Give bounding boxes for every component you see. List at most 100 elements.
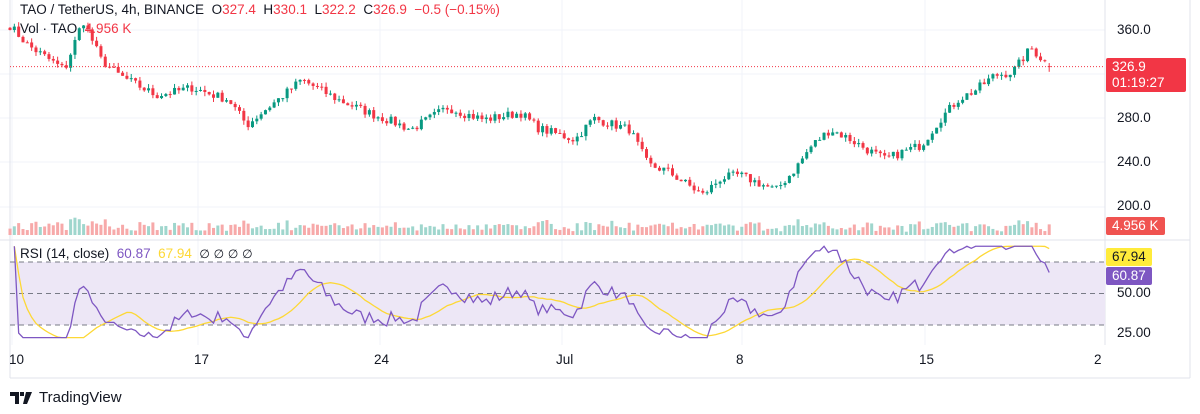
candle-body bbox=[969, 93, 973, 95]
volume-bar bbox=[389, 226, 393, 235]
volume-bar bbox=[567, 228, 571, 235]
volume-bar bbox=[151, 222, 155, 235]
volume-bar bbox=[792, 225, 796, 235]
volume-bar bbox=[199, 230, 203, 235]
volume-bar bbox=[60, 223, 64, 235]
candle-body bbox=[99, 46, 103, 57]
candle-body bbox=[60, 63, 64, 66]
volume-bar bbox=[597, 224, 601, 235]
candle-body bbox=[913, 143, 917, 148]
tradingview-logo[interactable]: TradingView bbox=[10, 389, 122, 406]
candle-body bbox=[865, 147, 869, 154]
volume-bar bbox=[831, 228, 835, 235]
price-tick: 280.0 bbox=[1117, 110, 1151, 125]
volume-bar bbox=[385, 225, 389, 235]
volume-bar bbox=[753, 223, 757, 235]
candle-body bbox=[250, 121, 254, 128]
candle-body bbox=[337, 99, 341, 101]
volume-bar bbox=[367, 227, 371, 235]
candle-body bbox=[173, 87, 177, 95]
candle-body bbox=[575, 136, 579, 142]
candle-body bbox=[649, 157, 653, 164]
candle-body bbox=[190, 85, 194, 92]
symbol-legend: TAO / TetherUS, 4h, BINANCE O327.4 H330.… bbox=[20, 2, 500, 17]
volume-bar bbox=[835, 229, 839, 235]
time-tick: 24 bbox=[374, 352, 390, 367]
volume-bar bbox=[415, 230, 419, 235]
volume-bar bbox=[82, 224, 86, 235]
volume-bar bbox=[69, 219, 73, 235]
candle-body bbox=[363, 105, 367, 115]
volume-bar bbox=[844, 229, 848, 235]
candle-body bbox=[502, 117, 506, 120]
candle-body bbox=[86, 25, 90, 30]
candle-body bbox=[489, 117, 493, 121]
candle-body bbox=[813, 140, 817, 147]
volume-bar bbox=[350, 224, 354, 235]
candle-body bbox=[761, 185, 765, 187]
candle-body bbox=[562, 133, 566, 139]
last-price: 326.9 bbox=[1112, 59, 1146, 74]
candle-body bbox=[225, 100, 228, 102]
brand-name: TradingView bbox=[39, 389, 122, 406]
candle-body bbox=[753, 180, 757, 183]
candle-body bbox=[887, 155, 891, 157]
volume-bar bbox=[207, 223, 211, 235]
volume-bar bbox=[428, 225, 432, 235]
volume-bar bbox=[939, 222, 943, 235]
volume-bar bbox=[562, 227, 566, 235]
rsi-ma-line bbox=[13, 245, 1050, 339]
volume-bar bbox=[731, 225, 735, 235]
candle-body bbox=[554, 128, 558, 133]
volume-bar bbox=[480, 229, 484, 235]
candle-body bbox=[402, 123, 406, 130]
candle-body bbox=[523, 113, 527, 118]
rsi-tick: 50.00 bbox=[1117, 285, 1151, 300]
candle-body bbox=[497, 114, 501, 120]
candle-body bbox=[870, 149, 874, 154]
volume-bar bbox=[653, 224, 657, 235]
volume-bar bbox=[225, 230, 228, 235]
candle-body bbox=[978, 82, 982, 91]
candle-body bbox=[8, 27, 12, 30]
volume-bar bbox=[103, 219, 107, 235]
volume-bar bbox=[64, 229, 68, 235]
volume-bar bbox=[220, 224, 224, 235]
volume-bar bbox=[34, 221, 38, 235]
volume-bar bbox=[649, 225, 653, 235]
candle-body bbox=[619, 125, 623, 129]
candle-body bbox=[770, 186, 774, 188]
candle-body bbox=[735, 171, 739, 175]
volume-bar bbox=[341, 228, 345, 235]
candle-body bbox=[1034, 48, 1038, 57]
volume-bar bbox=[25, 230, 29, 235]
volume-bar bbox=[493, 224, 497, 235]
candle-body bbox=[406, 128, 410, 130]
candle-body bbox=[281, 98, 285, 100]
volume-bar bbox=[450, 229, 454, 235]
candle-body bbox=[917, 143, 921, 150]
volume-bar bbox=[826, 225, 830, 235]
volume-bar bbox=[289, 230, 293, 235]
candle-body bbox=[237, 107, 241, 111]
volume-bar bbox=[887, 227, 891, 235]
volume-bar bbox=[1008, 225, 1012, 235]
candle-body bbox=[896, 151, 900, 159]
candle-body bbox=[636, 133, 640, 142]
volume-bar bbox=[8, 228, 12, 235]
candle-body bbox=[315, 85, 319, 87]
candle-body bbox=[731, 171, 735, 173]
volume-bar bbox=[878, 225, 882, 235]
volume-bar bbox=[519, 229, 523, 235]
volume-bar bbox=[883, 227, 887, 235]
volume-bar bbox=[675, 228, 679, 235]
volume-bar bbox=[930, 226, 934, 235]
volume-bar bbox=[43, 226, 47, 235]
volume-bar bbox=[696, 229, 700, 235]
volume-bar bbox=[250, 228, 254, 235]
candle-body bbox=[103, 56, 107, 67]
volume-bar bbox=[965, 223, 969, 235]
candle-body bbox=[476, 115, 480, 119]
volume-bar bbox=[991, 228, 995, 235]
